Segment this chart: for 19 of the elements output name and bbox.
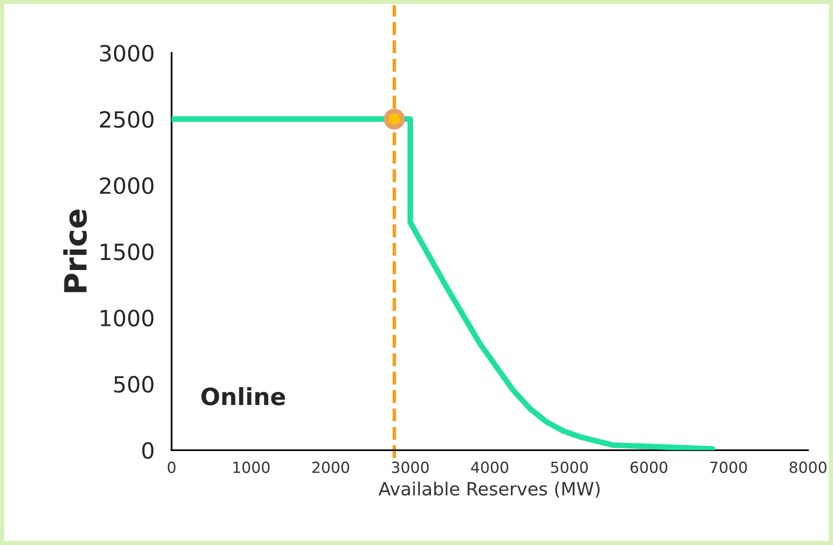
x-tick-label: 3000 xyxy=(392,462,429,474)
y-tick-label: 1000 xyxy=(100,310,154,326)
x-tick-label: 7000 xyxy=(710,462,747,474)
x-tick-label: 4000 xyxy=(471,462,508,474)
y-tick-label: 2000 xyxy=(100,177,154,194)
x-axis-title: Available Reserves (MW) xyxy=(378,482,600,498)
annotation: Online xyxy=(201,387,285,406)
x-tick-label: 5000 xyxy=(551,462,588,474)
y-tick-label: 1500 xyxy=(100,243,154,260)
x-tick-label: 2000 xyxy=(312,462,350,474)
y-tick-label: 0 xyxy=(142,442,154,459)
x-tick-label: 0 xyxy=(168,462,176,474)
y-tick-label: 2500 xyxy=(100,111,154,128)
y-tick-label: 3000 xyxy=(100,44,154,62)
x-tick-label: 6000 xyxy=(630,462,668,474)
y-axis-title: Price xyxy=(63,210,87,292)
x-tick-label: 8000 xyxy=(790,462,826,474)
y-tick-label: 500 xyxy=(114,376,154,393)
x-tick-label: 1000 xyxy=(233,462,270,474)
